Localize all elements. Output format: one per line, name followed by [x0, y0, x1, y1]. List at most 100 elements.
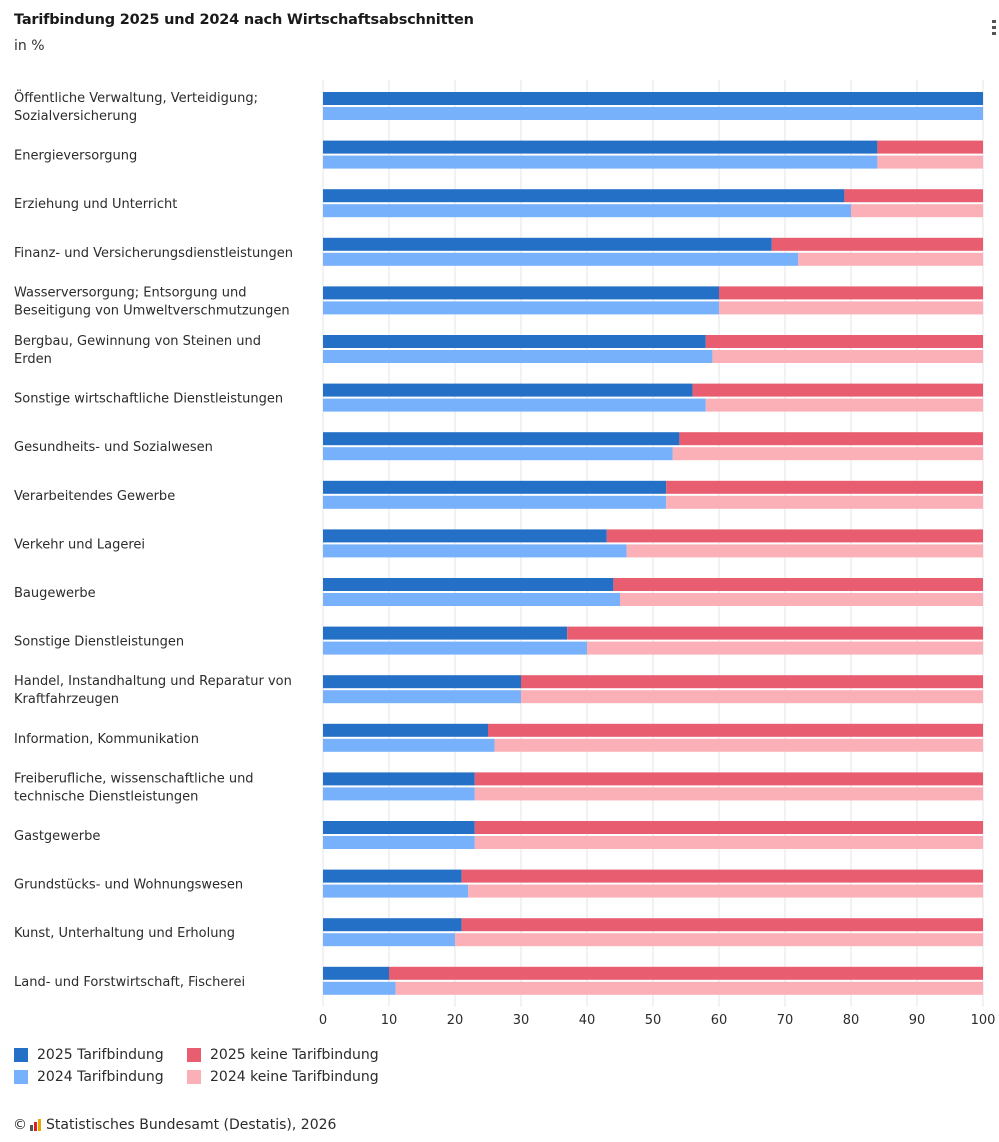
- bar-2025-keine-tarifbindung[interactable]: [389, 966, 983, 980]
- bar-2024-keine-tarifbindung[interactable]: [587, 641, 983, 655]
- bar-2024-tarifbindung[interactable]: [323, 690, 521, 704]
- bar-2024-keine-tarifbindung[interactable]: [474, 836, 983, 849]
- bar-2025-tarifbindung[interactable]: [323, 140, 878, 154]
- bar-2025-tarifbindung[interactable]: [323, 480, 667, 494]
- bar-2025-keine-tarifbindung[interactable]: [461, 869, 984, 883]
- bar-2025-tarifbindung[interactable]: [323, 918, 462, 932]
- bar-2025-tarifbindung[interactable]: [323, 966, 389, 980]
- bar-2024-tarifbindung[interactable]: [323, 398, 706, 412]
- bar-2025-tarifbindung[interactable]: [323, 675, 521, 689]
- bar-2025-keine-tarifbindung[interactable]: [666, 480, 983, 494]
- bar-2024-tarifbindung[interactable]: [323, 544, 627, 558]
- bar-2024-tarifbindung[interactable]: [323, 107, 983, 120]
- x-tick-label: 90: [909, 1013, 926, 1028]
- legend-swatch: [187, 1048, 201, 1062]
- bar-2025-keine-tarifbindung[interactable]: [521, 675, 983, 689]
- bar-2024-tarifbindung[interactable]: [323, 204, 851, 218]
- bar-2024-tarifbindung[interactable]: [323, 836, 475, 849]
- x-tick-label: 60: [711, 1013, 728, 1028]
- bar-2025-keine-tarifbindung[interactable]: [692, 383, 983, 397]
- bar-2025-keine-tarifbindung[interactable]: [771, 237, 983, 251]
- legend-swatch: [14, 1070, 28, 1084]
- x-tick-label: 40: [579, 1013, 596, 1028]
- bar-2024-tarifbindung[interactable]: [323, 301, 719, 315]
- bar-2024-keine-tarifbindung[interactable]: [877, 155, 983, 169]
- bars: [323, 92, 984, 995]
- legend-item-2024-tarifbindung[interactable]: 2024 Tarifbindung: [14, 1069, 164, 1085]
- bar-2024-keine-tarifbindung[interactable]: [666, 495, 983, 509]
- bar-2025-tarifbindung[interactable]: [323, 432, 680, 446]
- bar-2024-keine-tarifbindung[interactable]: [626, 544, 983, 558]
- bar-2024-keine-tarifbindung[interactable]: [672, 447, 983, 461]
- bar-2025-keine-tarifbindung[interactable]: [613, 578, 983, 591]
- bar-2024-tarifbindung[interactable]: [323, 933, 455, 947]
- bar-2024-keine-tarifbindung[interactable]: [705, 398, 983, 412]
- bar-2024-tarifbindung[interactable]: [323, 787, 475, 801]
- bar-2025-keine-tarifbindung[interactable]: [606, 529, 983, 543]
- bar-2025-tarifbindung[interactable]: [323, 237, 772, 251]
- bar-2024-tarifbindung[interactable]: [323, 252, 799, 266]
- bar-2025-tarifbindung[interactable]: [323, 383, 693, 397]
- bar-2025-tarifbindung[interactable]: [323, 772, 475, 786]
- grid-lines: [322, 80, 984, 1007]
- bar-2025-keine-tarifbindung[interactable]: [705, 335, 983, 348]
- x-tick-label: 30: [513, 1013, 530, 1028]
- bar-2025-keine-tarifbindung[interactable]: [461, 918, 984, 932]
- bar-2024-keine-tarifbindung[interactable]: [798, 252, 983, 266]
- bar-2024-keine-tarifbindung[interactable]: [455, 933, 983, 947]
- bar-2024-tarifbindung[interactable]: [323, 738, 495, 752]
- category-label: Erden: [14, 352, 52, 367]
- x-tick-label: 0: [319, 1013, 327, 1028]
- bar-2024-tarifbindung[interactable]: [323, 641, 587, 655]
- legend-label: 2024 Tarifbindung: [37, 1069, 164, 1085]
- category-label: Öffentliche Verwaltung, Verteidigung;: [14, 89, 258, 106]
- bar-2024-keine-tarifbindung[interactable]: [620, 593, 983, 606]
- bar-2025-tarifbindung[interactable]: [323, 578, 614, 591]
- legend-item-2025-keine-tarifbindung[interactable]: 2025 keine Tarifbindung: [187, 1047, 379, 1063]
- bar-2024-tarifbindung[interactable]: [323, 495, 667, 509]
- bar-2025-tarifbindung[interactable]: [323, 335, 706, 348]
- legend-item-2025-tarifbindung[interactable]: 2025 Tarifbindung: [14, 1047, 164, 1063]
- bar-2025-tarifbindung[interactable]: [323, 869, 462, 883]
- bar-2025-tarifbindung[interactable]: [323, 189, 845, 203]
- bar-2025-keine-tarifbindung[interactable]: [679, 432, 983, 446]
- bar-2025-keine-tarifbindung[interactable]: [567, 626, 983, 640]
- bar-2024-keine-tarifbindung[interactable]: [521, 690, 983, 704]
- bar-chart: Öffentliche Verwaltung, Verteidigung; Soz…: [14, 80, 996, 1028]
- x-tick-label: 100: [971, 1013, 996, 1028]
- bar-2024-tarifbindung[interactable]: [323, 447, 673, 461]
- bar-2025-keine-tarifbindung[interactable]: [844, 189, 983, 203]
- bar-2024-keine-tarifbindung[interactable]: [494, 738, 983, 752]
- category-label: Grundstücks- und Wohnungswesen: [14, 878, 243, 893]
- bar-2025-keine-tarifbindung[interactable]: [488, 723, 983, 737]
- category-label: Land- und Forstwirtschaft, Fischerei: [14, 975, 245, 990]
- chart-subtitle: in %: [14, 38, 45, 54]
- bar-2024-tarifbindung[interactable]: [323, 155, 878, 169]
- bar-2025-keine-tarifbindung[interactable]: [474, 772, 983, 786]
- bar-2024-tarifbindung[interactable]: [323, 593, 620, 606]
- bar-2024-tarifbindung[interactable]: [323, 350, 713, 363]
- bar-2024-keine-tarifbindung[interactable]: [712, 350, 983, 363]
- bar-2024-keine-tarifbindung[interactable]: [851, 204, 983, 218]
- bar-2025-tarifbindung[interactable]: [323, 723, 488, 737]
- bar-2024-keine-tarifbindung[interactable]: [719, 301, 983, 315]
- bar-2024-tarifbindung[interactable]: [323, 981, 396, 995]
- bar-2025-tarifbindung[interactable]: [323, 286, 719, 300]
- bar-2025-keine-tarifbindung[interactable]: [877, 140, 983, 154]
- bar-2025-tarifbindung[interactable]: [323, 92, 983, 105]
- bar-2025-keine-tarifbindung[interactable]: [719, 286, 983, 300]
- legend-label: 2025 Tarifbindung: [37, 1047, 164, 1063]
- bar-2024-tarifbindung[interactable]: [323, 884, 469, 898]
- bar-2024-keine-tarifbindung[interactable]: [468, 884, 983, 898]
- bar-2025-tarifbindung[interactable]: [323, 529, 607, 543]
- bar-2025-tarifbindung[interactable]: [323, 821, 475, 834]
- bar-2025-tarifbindung[interactable]: [323, 626, 568, 640]
- bar-2024-keine-tarifbindung[interactable]: [474, 787, 983, 801]
- legend-item-2024-keine-tarifbindung[interactable]: 2024 keine Tarifbindung: [187, 1069, 379, 1085]
- category-label: Gastgewerbe: [14, 829, 100, 844]
- category-label: Sonstige wirtschaftliche Dienstleistunge…: [14, 392, 283, 407]
- bar-2025-keine-tarifbindung[interactable]: [474, 821, 983, 834]
- bar-2024-keine-tarifbindung[interactable]: [395, 981, 984, 995]
- more-vertical-icon[interactable]: [990, 20, 998, 38]
- category-label: technische Dienstleistungen: [14, 789, 198, 804]
